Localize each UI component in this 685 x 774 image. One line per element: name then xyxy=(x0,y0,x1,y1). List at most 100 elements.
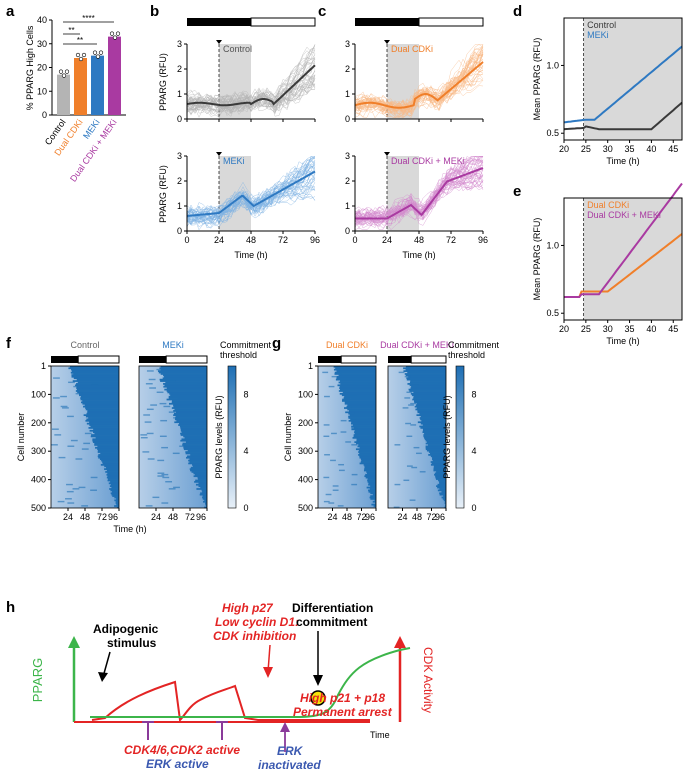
heatmap-xtick: 48 xyxy=(80,512,90,522)
inhibition-text-1: High p27 xyxy=(222,601,274,615)
panel-label-h: h xyxy=(6,599,15,616)
cbar-label: PPARG levels (RFU) xyxy=(214,395,224,478)
heatmap-ytick: 400 xyxy=(31,475,46,485)
schematic-panel: PPARG CDK Activity Time Adipogenic stimu… xyxy=(30,601,435,772)
mean-xtick: 30 xyxy=(603,324,613,334)
bar xyxy=(91,55,104,115)
trace-ytick: 1 xyxy=(177,201,182,211)
heatmap-xtick: 48 xyxy=(168,512,178,522)
arrest-text-2: Permanent arrest xyxy=(293,705,393,719)
trace-ytick: 0 xyxy=(177,114,182,124)
heatmap-ytick: 1 xyxy=(41,361,46,371)
mean-legend-entry: Control xyxy=(587,20,616,30)
trace-xtick: 72 xyxy=(278,235,288,245)
mean-xtick: 20 xyxy=(559,324,569,334)
panel-label-e: e xyxy=(513,183,521,200)
heatmap-ylabel: Cell number xyxy=(16,413,26,462)
trace-xtick: 0 xyxy=(352,235,357,245)
heatmap-xtick: 48 xyxy=(412,512,422,522)
heatmap-xtick: 72 xyxy=(97,512,107,522)
trace-ylabel: PPARG (RFU) xyxy=(158,165,168,223)
mean-xtick: 20 xyxy=(559,144,569,154)
cbar-tick: 4 xyxy=(471,446,476,456)
inhibition-text-3: CDK inhibition xyxy=(213,629,296,643)
significance-marker: ** xyxy=(77,36,83,45)
heatmap-xtick: 96 xyxy=(196,512,206,522)
bar-ytick: 30 xyxy=(37,39,47,49)
trace-xtick: 24 xyxy=(214,235,224,245)
trace-xtick: 0 xyxy=(184,235,189,245)
panel-label-g: g xyxy=(272,335,281,352)
mean-legend-entry: Dual CDKi xyxy=(587,200,629,210)
mean-xtick: 35 xyxy=(625,324,635,334)
trace-label: Dual CDKi xyxy=(391,44,433,54)
cbar-tick: 8 xyxy=(243,389,248,399)
heatmap-ytick: 100 xyxy=(298,389,313,399)
cbar-tick: 0 xyxy=(243,503,248,513)
significance-marker: **** xyxy=(82,14,94,23)
mean-legend-entry: MEKi xyxy=(587,30,609,40)
cbar-tick: 8 xyxy=(471,389,476,399)
heatmap-xtick: 48 xyxy=(342,512,352,522)
stimulus-text-1: Adipogenic xyxy=(93,622,159,636)
bar xyxy=(74,58,87,115)
trace-ylabel: PPARG (RFU) xyxy=(158,53,168,111)
erk-inactivated-text-1: ERK xyxy=(277,744,304,758)
mean-xtick: 25 xyxy=(581,324,591,334)
trace-ytick: 2 xyxy=(177,176,182,186)
mean-xtick: 30 xyxy=(603,144,613,154)
heatmap-title: Dual CDKi + MEKi xyxy=(380,340,454,350)
trace-ytick: 1 xyxy=(177,89,182,99)
heatmap-title: Control xyxy=(70,340,99,350)
trace-label: MEKi xyxy=(223,156,245,166)
heatmap-ytick: 200 xyxy=(298,418,313,428)
mean-xtick: 25 xyxy=(581,144,591,154)
trace-label: Control xyxy=(223,44,252,54)
mean-ytick: 1.0 xyxy=(546,60,559,70)
trace-xtick: 48 xyxy=(246,235,256,245)
cbar-label: PPARG levels (RFU) xyxy=(442,395,452,478)
heatmap-title: Dual CDKi xyxy=(326,340,368,350)
heatmap-xtick: 24 xyxy=(63,512,73,522)
trace-ytick: 3 xyxy=(177,39,182,49)
time-axis-label: Time xyxy=(370,730,390,740)
pparg-axis-label: PPARG xyxy=(30,658,45,703)
bar xyxy=(57,74,70,115)
trace-ytick: 2 xyxy=(177,64,182,74)
panel-label-a: a xyxy=(6,3,15,20)
erk-active-text: ERK active xyxy=(146,757,209,771)
heatmap-ytick: 100 xyxy=(31,389,46,399)
trace-xtick: 48 xyxy=(414,235,424,245)
panel-label-f: f xyxy=(6,335,12,352)
cbar-tick: 0 xyxy=(471,503,476,513)
threshold-label-2: threshold xyxy=(448,350,485,360)
heatmap-xtick: 72 xyxy=(185,512,195,522)
significance-marker: ** xyxy=(68,26,74,35)
trace-xtick: 24 xyxy=(382,235,392,245)
trace-xtick: 72 xyxy=(446,235,456,245)
trace-ytick: 0 xyxy=(345,226,350,236)
heatmap-ytick: 300 xyxy=(298,446,313,456)
heatmap-ytick: 300 xyxy=(31,446,46,456)
heatmap-title: MEKi xyxy=(162,340,184,350)
bar-ytick: 0 xyxy=(42,110,47,120)
mean-xtick: 45 xyxy=(668,324,678,334)
trace-ytick: 1 xyxy=(345,201,350,211)
trace-ytick: 1 xyxy=(345,89,350,99)
cbar-tick: 4 xyxy=(243,446,248,456)
trace-ytick: 2 xyxy=(345,176,350,186)
trace-panels: 0 1 2 3 Control 0 1 2 3 0 24 48 72 96 MEKi 0 1 2 3 Dual CDK… xyxy=(158,17,488,260)
panel-label-b: b xyxy=(150,3,159,20)
bar-ytick: 10 xyxy=(37,86,47,96)
mean-xlabel: Time (h) xyxy=(606,336,639,346)
mean-xlabel: Time (h) xyxy=(606,156,639,166)
mean-ytick: 0.5 xyxy=(546,308,559,318)
trace-label: Dual CDKi + MEKi xyxy=(391,156,465,166)
threshold-label: Commitment xyxy=(448,340,500,350)
trace-ytick: 2 xyxy=(345,64,350,74)
mean-legend-entry: Dual CDKi + MEKi xyxy=(587,210,661,220)
threshold-label-2: threshold xyxy=(220,350,257,360)
